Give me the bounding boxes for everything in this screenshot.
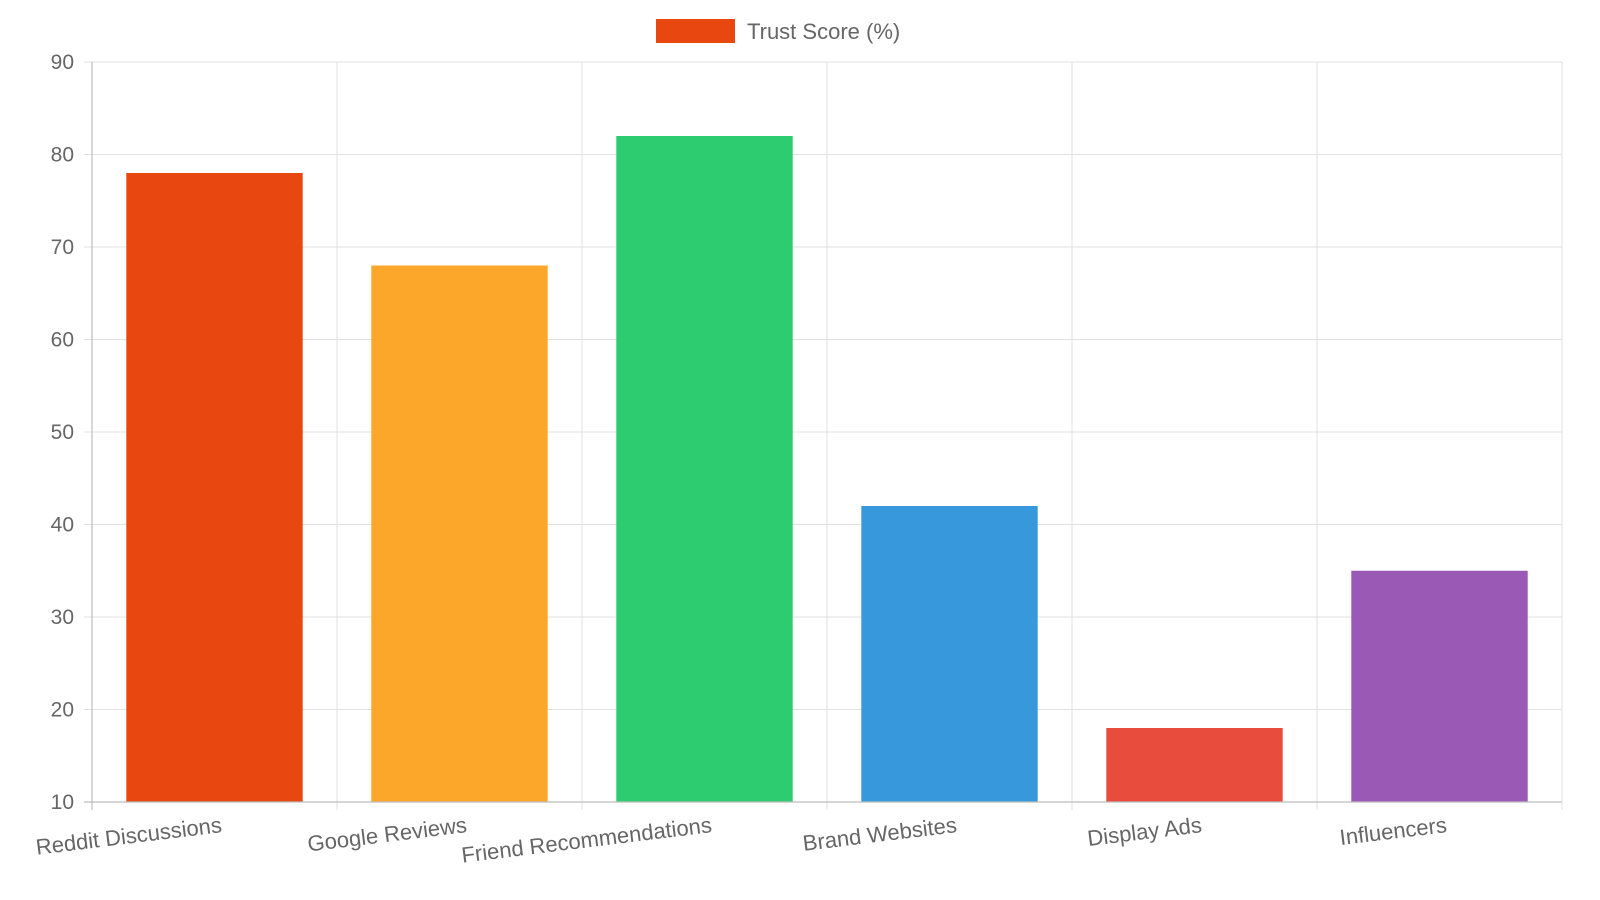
axes: [84, 62, 1562, 810]
y-tick-label: 80: [51, 144, 74, 167]
y-axis-ticks: 10 20 30 40 50 60 70 80 90: [51, 51, 74, 814]
bars: [126, 136, 1528, 803]
y-tick-label: 30: [51, 606, 74, 629]
x-tick-label: Brand Websites: [801, 812, 958, 856]
legend[interactable]: Trust Score (%): [656, 19, 900, 44]
bar[interactable]: [1351, 570, 1528, 802]
y-tick-label: 40: [51, 514, 74, 537]
bar[interactable]: [616, 136, 793, 802]
x-tick-label: Google Reviews: [306, 812, 468, 856]
x-tick-label: Display Ads: [1086, 812, 1203, 851]
bar[interactable]: [371, 265, 548, 803]
y-tick-label: 20: [51, 699, 74, 722]
legend-swatch: [656, 19, 735, 43]
x-tick-label: Influencers: [1338, 812, 1448, 850]
bar[interactable]: [1106, 728, 1283, 802]
bar[interactable]: [861, 506, 1038, 802]
x-tick-label: Reddit Discussions: [34, 812, 223, 860]
legend-label: Trust Score (%): [747, 19, 900, 44]
grid: [84, 61, 1563, 810]
y-tick-label: 50: [51, 421, 74, 444]
bar[interactable]: [126, 173, 303, 802]
y-tick-label: 70: [51, 236, 74, 259]
y-tick-label: 90: [51, 51, 74, 74]
y-tick-label: 60: [51, 329, 74, 352]
y-tick-label: 10: [51, 791, 74, 814]
x-tick-label: Friend Recommendations: [460, 812, 713, 868]
